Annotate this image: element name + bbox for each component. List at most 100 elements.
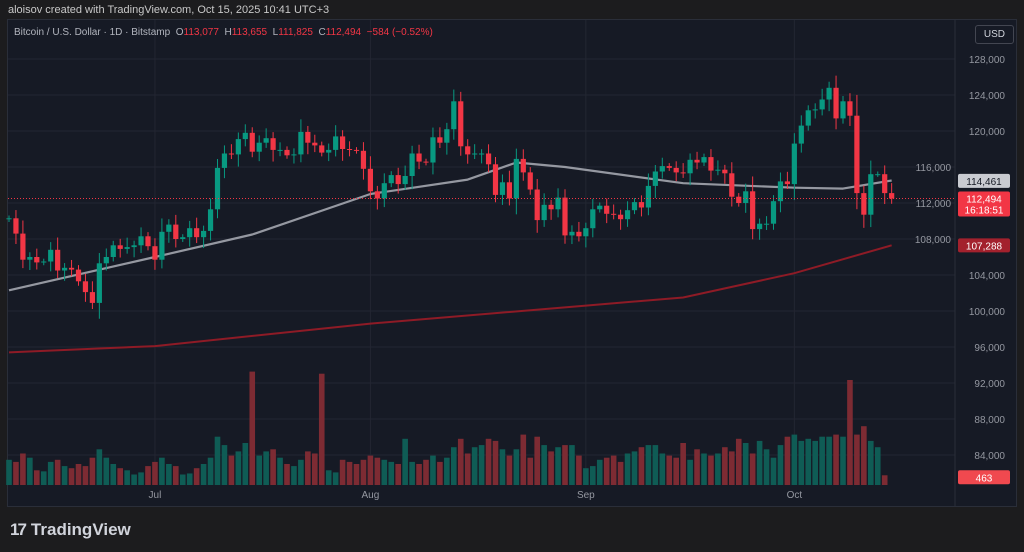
candle-body	[27, 257, 33, 260]
volume-bar	[610, 455, 617, 485]
candle-body	[513, 158, 519, 199]
volume-bar	[416, 464, 422, 485]
candle-body	[576, 231, 582, 237]
candle-body	[319, 145, 325, 153]
volume-bar	[96, 449, 103, 485]
volume-bar	[756, 440, 763, 485]
candle-body	[333, 136, 339, 150]
volume-bar	[847, 380, 853, 485]
candle-body	[409, 153, 415, 176]
volume-bar	[103, 457, 110, 485]
volume-bar	[40, 471, 47, 485]
candle-body	[326, 149, 332, 153]
volume-bar	[638, 447, 645, 485]
price-tick-label: 88,000	[974, 415, 1005, 426]
price-tick-label: 96,000	[974, 343, 1005, 354]
volume-bar	[6, 459, 12, 485]
volume-bar	[729, 451, 735, 485]
volume-bar	[34, 470, 40, 485]
candle-body	[75, 269, 82, 282]
candle-body	[145, 236, 151, 247]
time-tick-label: Sep	[577, 490, 595, 501]
candle-body	[604, 205, 610, 214]
volume-badge-text: 463	[976, 473, 993, 484]
candle-body	[159, 231, 165, 260]
volume-bar	[430, 455, 436, 485]
candle-body	[228, 153, 234, 155]
volume-bar	[861, 426, 867, 485]
candle-body	[270, 138, 276, 150]
volume-bar	[666, 455, 673, 485]
volume-bar	[298, 459, 304, 485]
volume-bar	[499, 449, 506, 485]
candle-body	[173, 224, 179, 239]
candle-body	[743, 191, 749, 203]
volume-bar	[381, 459, 388, 485]
volume-bar	[701, 453, 707, 485]
volume-bar	[833, 434, 839, 485]
price-tick-label: 92,000	[974, 379, 1005, 390]
price-tick-label: 84,000	[974, 451, 1005, 462]
volume-bar	[61, 466, 68, 485]
volume-bar	[812, 440, 818, 485]
volume-bar	[840, 436, 846, 485]
low-value: 111,825	[278, 27, 313, 38]
change-value: −584 (−0.52%)	[366, 27, 433, 38]
volume-bar	[576, 455, 582, 485]
volume-bar	[159, 457, 165, 485]
volume-bar	[527, 457, 534, 485]
volume-bar	[339, 459, 346, 485]
candle-body	[819, 99, 825, 110]
volume-bar	[325, 470, 332, 485]
volume-bar	[346, 461, 353, 485]
price-tick-label: 128,000	[969, 55, 1006, 66]
volume-bar	[596, 459, 603, 485]
currency-button[interactable]: USD	[974, 25, 1014, 44]
volume-bar	[388, 461, 395, 485]
volume-bar	[451, 447, 457, 485]
candle-body	[638, 202, 645, 208]
volume-bar	[256, 455, 262, 485]
candle-body	[569, 231, 575, 236]
volume-bar	[485, 438, 492, 485]
volume-bar	[617, 461, 624, 485]
candle-body	[868, 174, 874, 215]
candle-body	[506, 182, 512, 199]
price-tick-label: 120,000	[969, 127, 1006, 138]
candle-body	[277, 149, 283, 151]
candle-body	[62, 267, 68, 271]
open-value: 113,077	[183, 27, 219, 38]
volume-bar	[659, 453, 666, 485]
volume-bar	[200, 464, 207, 485]
candle-body	[472, 153, 478, 155]
candle-body	[722, 169, 728, 174]
volume-bar	[332, 472, 339, 485]
candle-body	[117, 245, 123, 249]
candle-body	[777, 181, 784, 202]
candle-body	[750, 191, 756, 230]
volume-bar	[228, 455, 235, 485]
volume-bar	[457, 438, 464, 485]
candle-body	[590, 209, 596, 229]
time-tick-label: Jul	[149, 490, 162, 501]
price-tick-label: 124,000	[969, 91, 1006, 102]
candle-body	[847, 101, 853, 116]
candle-body	[6, 218, 12, 220]
candle-body	[645, 185, 651, 208]
candle-body	[611, 213, 617, 215]
candle-body	[207, 209, 214, 231]
candle-body	[437, 137, 443, 143]
candle-body	[346, 149, 353, 150]
candle-body	[562, 197, 568, 236]
time-tick-label: Aug	[362, 490, 380, 501]
candle-body	[312, 142, 318, 146]
candle-body	[854, 115, 860, 194]
volume-bar	[715, 453, 721, 485]
volume-bar	[89, 457, 96, 485]
volume-bar	[75, 464, 82, 485]
volume-bar	[312, 453, 318, 485]
volume-bar	[193, 468, 200, 485]
candle-body	[180, 237, 186, 239]
candle-body	[680, 172, 686, 174]
